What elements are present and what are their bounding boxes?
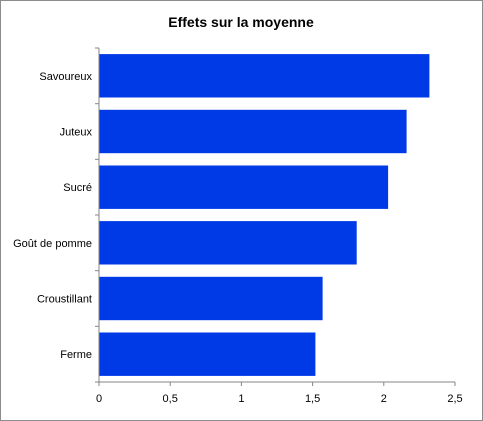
- category-label: Goût de pomme: [13, 238, 92, 250]
- x-tick-label: 2,5: [447, 393, 462, 405]
- x-tick-label: 2: [381, 393, 387, 405]
- bar-3: [99, 221, 357, 265]
- x-tick-label: 0: [96, 393, 102, 405]
- category-label: Ferme: [60, 349, 92, 361]
- category-label: Savoureux: [39, 71, 92, 83]
- bar-5: [99, 332, 316, 376]
- chart-title: Effets sur la moyenne: [168, 14, 314, 30]
- bar-4: [99, 276, 323, 321]
- bar-1: [99, 109, 407, 154]
- x-tick-label: 1,5: [305, 393, 320, 405]
- x-tick-label: 1: [238, 393, 244, 405]
- x-tick-label: 0,5: [163, 393, 178, 405]
- bar-0: [99, 54, 430, 98]
- bar-2: [99, 165, 389, 209]
- plot-area: Savoureux Juteux Sucré Goût de pomme Crousti…: [13, 47, 463, 405]
- category-label: Sucré: [63, 182, 92, 194]
- category-label: Juteux: [60, 127, 93, 139]
- category-label: Croustillant: [37, 294, 92, 306]
